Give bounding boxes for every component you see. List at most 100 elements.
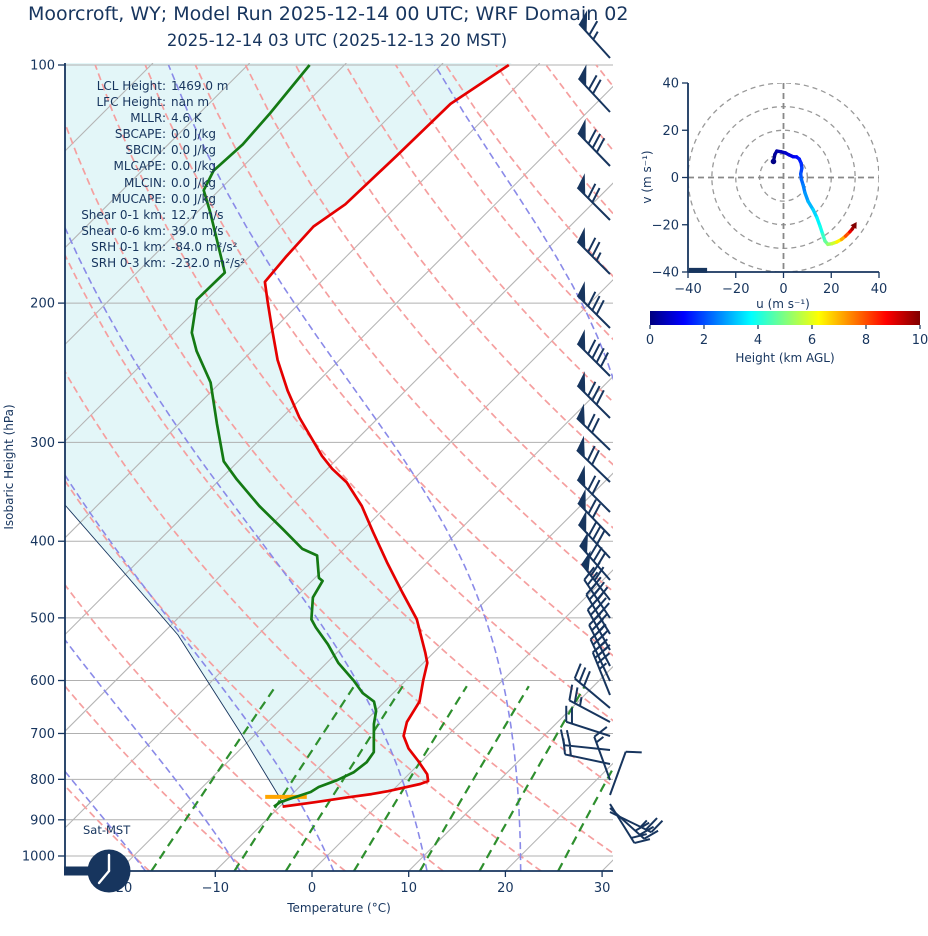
colorbar-tick-label: 2	[700, 333, 708, 348]
temperature-tick-label: 30	[594, 881, 611, 896]
pressure-tick-label: 900	[30, 813, 55, 828]
stat-label: LFC Height:	[96, 95, 167, 110]
height-colorbar: 0 2 4 6 8 10	[646, 311, 928, 348]
stat-line: SRH 0-3 km: -232.0 m²/s²	[64, 255, 245, 271]
stat-line: Shear 0-6 km: 39.0 m/s	[64, 223, 245, 239]
stat-line: SBCAPE: 0.0 J/kg	[64, 126, 245, 142]
page-title: Moorcroft, WY; Model Run 2025-12-14 00 U…	[28, 3, 629, 25]
colorbar-tick-label: 10	[912, 333, 928, 348]
wind-barb-icon	[579, 531, 611, 581]
hodograph-y-tick-label: 20	[662, 124, 679, 139]
hodograph-y-tick-label: 40	[662, 77, 679, 92]
stat-label: LCL Height:	[96, 79, 166, 93]
hodograph-x-tick-label: 40	[871, 282, 888, 297]
skewt-plot-area	[65, 63, 613, 871]
stat-label: Shear 0-1 km:	[81, 207, 166, 222]
temperature-tick-label: 0	[308, 881, 316, 896]
hodograph-y-axis-label: v (m s⁻¹)	[640, 150, 654, 203]
temperature-tick-label: 20	[497, 881, 514, 896]
pressure-tick-label: 500	[30, 611, 55, 626]
wind-barb-icon	[577, 64, 611, 113]
stat-value: 0.0 J/kg	[171, 143, 217, 158]
stat-line: Shear 0-1 km: 12.7 m/s	[64, 207, 245, 223]
pressure-tick-label: 100	[30, 59, 55, 74]
stat-label: MUCAPE:	[111, 191, 166, 206]
wind-barb-icon	[576, 281, 611, 329]
colorbar-tick-label: 8	[862, 333, 870, 348]
stat-label: MLCIN:	[124, 175, 166, 190]
wind-barb-icon	[577, 510, 611, 559]
pressure-tick-label: 200	[30, 297, 55, 312]
pressure-tick-label: 300	[30, 436, 55, 451]
stat-value: -232.0 m²/s²	[171, 256, 246, 271]
stat-label: MLCAPE:	[113, 159, 167, 174]
stat-line: LFC Height: nan m	[64, 94, 245, 110]
pressure-tick-label: 400	[30, 535, 55, 550]
stat-value: 39.0 m/s	[171, 223, 224, 238]
stat-line: MLCIN: 0.0 J/kg	[64, 175, 245, 191]
stat-value: 0.0 J/kg	[171, 159, 217, 174]
wind-barb-icon	[576, 173, 611, 221]
hodograph-plot: −40 −20 0 20 40 −40 −20 0 20 40	[652, 77, 888, 298]
colorbar-label: Height (km AGL)	[735, 351, 834, 365]
wind-barb-icon	[593, 726, 611, 781]
wind-barb-icon	[573, 663, 611, 709]
temperature-tick-label: −10	[202, 881, 229, 896]
wind-barb-icon	[576, 403, 611, 451]
hodograph-y-tick-label: 0	[671, 171, 679, 186]
colorbar-tick-label: 4	[754, 333, 762, 348]
thermodynamic-stats-panel: LCL Height: 1469.0 m LFC Height: nan m MLLR:…	[64, 78, 245, 271]
stat-line: MLLR: 4.6 K	[64, 110, 245, 126]
stat-line: MUCAPE: 0.0 J/kg	[64, 191, 245, 207]
wind-barb-icon	[577, 118, 611, 167]
wind-barb-icon	[609, 811, 664, 834]
wind-barb-icon	[576, 329, 611, 377]
wind-barb-icon	[568, 684, 611, 723]
pressure-tick-label: 800	[30, 773, 55, 788]
hodograph-x-tick-label: −20	[722, 282, 749, 297]
stat-label: SBCIN:	[125, 143, 166, 158]
skewt-axes-and-barbs: 1002003004005006007008009001000−20−10010…	[22, 9, 664, 896]
stat-label: MLLR:	[130, 111, 166, 126]
wind-barb-icon	[565, 705, 611, 737]
hodograph-y-tick-label: −40	[652, 266, 679, 281]
wind-barb-icon	[576, 227, 611, 275]
wind-barb-icon	[562, 738, 611, 765]
hodograph-x-tick-label: 20	[823, 282, 840, 297]
wind-barb-icon	[576, 371, 611, 419]
stat-label: Shear 0-6 km:	[81, 223, 166, 238]
pressure-tick-label: 600	[30, 674, 55, 689]
colorbar-tick-label: 0	[646, 333, 654, 348]
hodograph-y-tick-label: −20	[652, 218, 679, 233]
stat-line: SBCIN: 0.0 J/kg	[64, 142, 245, 158]
wind-barb-icon	[591, 641, 611, 696]
stat-value: 1469.0 m	[171, 79, 229, 93]
wind-barb-icon	[576, 435, 611, 483]
stat-value: nan m	[171, 95, 210, 110]
stat-line: MLCAPE: 0.0 J/kg	[64, 158, 245, 174]
stat-value: -84.0 m²/s²	[171, 239, 238, 254]
stat-line: SRH 0-1 km: -84.0 m²/s²	[64, 239, 245, 255]
hodograph-x-axis-label: u (m s⁻¹)	[756, 297, 810, 311]
stat-value: 0.0 J/kg	[171, 175, 217, 190]
valid-time-subtitle: 2025-12-14 03 UTC (2025-12-13 20 MST)	[166, 31, 508, 50]
hodograph-x-tick-label: −40	[674, 282, 701, 297]
stat-value: 0.0 J/kg	[171, 127, 217, 142]
skewt-x-axis-label: Temperature (°C)	[286, 901, 391, 915]
stat-value: 0.0 J/kg	[171, 191, 217, 206]
clock-icon	[87, 849, 131, 893]
hodograph-x-tick-label: 0	[779, 282, 787, 297]
stat-value: 4.6 K	[171, 111, 202, 126]
stat-label: SBCAPE:	[114, 127, 166, 142]
stat-value: 12.7 m/s	[171, 207, 224, 222]
stat-label: SRH 0-3 km:	[91, 256, 166, 271]
wind-barb-icon	[576, 465, 611, 513]
stat-line: LCL Height: 1469.0 m	[64, 78, 245, 94]
stat-label: SRH 0-1 km:	[91, 239, 166, 254]
pressure-tick-label: 1000	[22, 850, 55, 865]
wind-barb-icon	[609, 750, 642, 796]
surface-time-label: Sat-MST	[83, 823, 131, 837]
temperature-tick-label: 10	[400, 881, 417, 896]
